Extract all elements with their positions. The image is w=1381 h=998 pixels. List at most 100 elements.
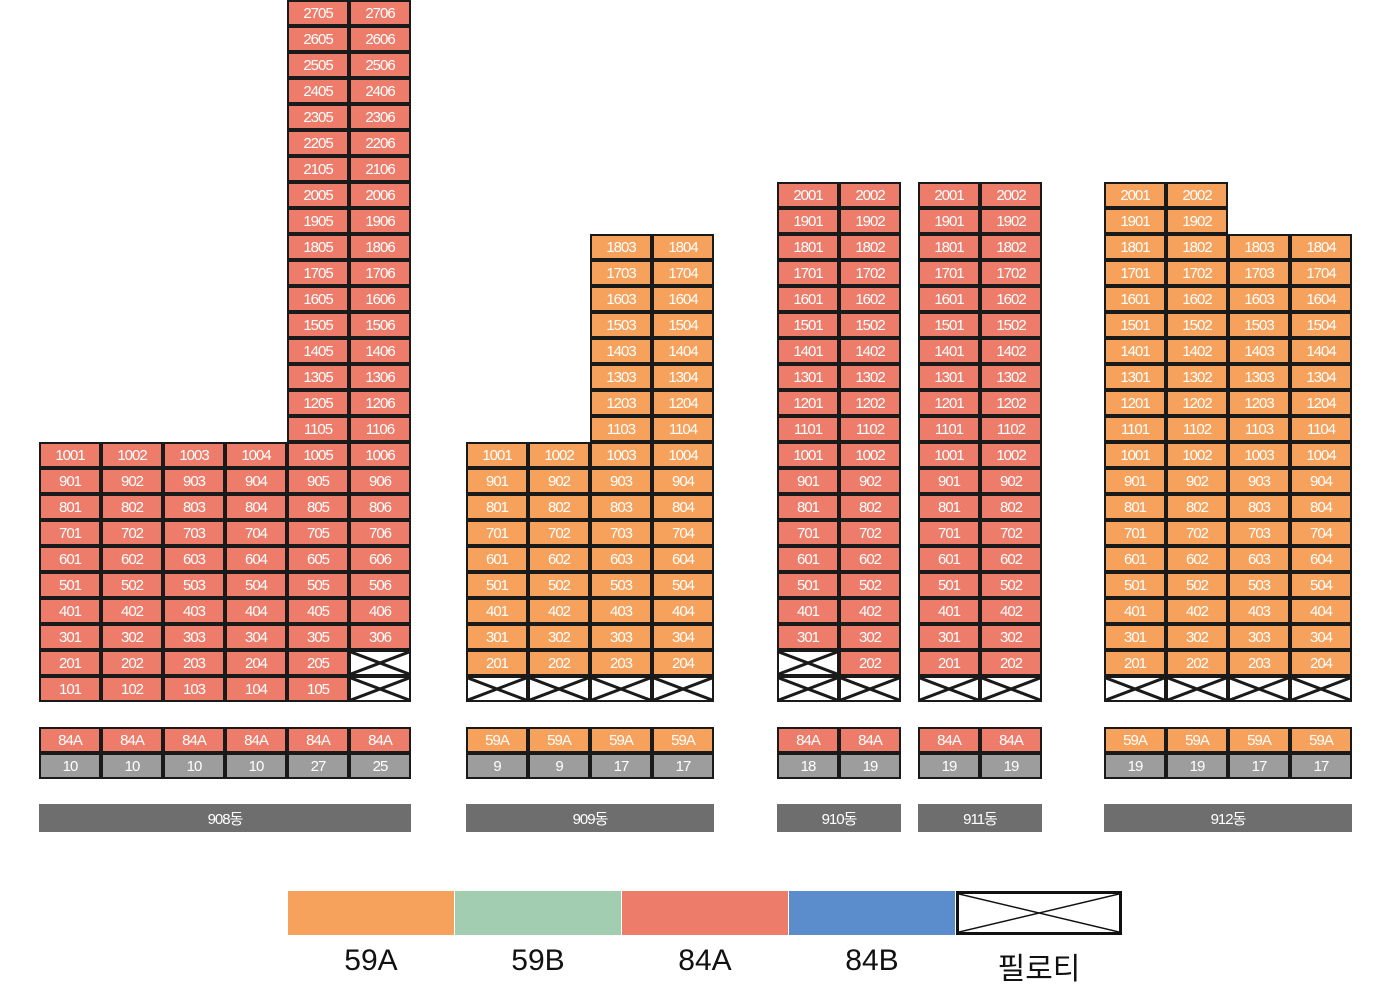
unit-cell: 2001 bbox=[777, 182, 839, 208]
unit-cell: 1201 bbox=[777, 390, 839, 416]
unit-cell: 803 bbox=[1228, 494, 1290, 520]
unit-type-cell: 84A bbox=[918, 727, 980, 753]
unit-count-cell: 17 bbox=[590, 753, 652, 779]
unit-cell: 902 bbox=[839, 468, 901, 494]
pilotis-cross-icon bbox=[779, 652, 837, 674]
unit-cell: 1804 bbox=[652, 234, 714, 260]
unit-type-cell: 59A bbox=[528, 727, 590, 753]
pilotis-cross-icon bbox=[1230, 678, 1288, 700]
unit-cell: 902 bbox=[1166, 468, 1228, 494]
unit-cell: 204 bbox=[652, 650, 714, 676]
unit-cell: 1403 bbox=[1228, 338, 1290, 364]
pilotis-cross-icon bbox=[468, 678, 526, 700]
unit-count-cell: 9 bbox=[528, 753, 590, 779]
unit-cell: 1003 bbox=[1228, 442, 1290, 468]
pilotis-cross-icon bbox=[982, 678, 1040, 700]
unit-cell: 1502 bbox=[980, 312, 1042, 338]
unit-cell: 2206 bbox=[349, 130, 411, 156]
unit-cell: 2706 bbox=[349, 0, 411, 26]
unit-cell: 1505 bbox=[287, 312, 349, 338]
unit-cell: 1104 bbox=[652, 416, 714, 442]
unit-cell: 1101 bbox=[918, 416, 980, 442]
unit-cell: 601 bbox=[466, 546, 528, 572]
unit-count-cell: 19 bbox=[980, 753, 1042, 779]
unit-cell: 1002 bbox=[980, 442, 1042, 468]
unit-cell: 1703 bbox=[1228, 260, 1290, 286]
unit-cell: 1105 bbox=[287, 416, 349, 442]
unit-cell: 602 bbox=[101, 546, 163, 572]
unit-cell: 1402 bbox=[839, 338, 901, 364]
unit-cell: 2002 bbox=[839, 182, 901, 208]
unit-cell: 304 bbox=[1290, 624, 1352, 650]
unit-cell: 1601 bbox=[1104, 286, 1166, 312]
unit-cell: 305 bbox=[287, 624, 349, 650]
legend-swatch-84A bbox=[622, 891, 788, 935]
pilotis-cell bbox=[1228, 676, 1290, 702]
unit-cell: 802 bbox=[1166, 494, 1228, 520]
building-label: 911동 bbox=[918, 804, 1042, 832]
unit-cell: 1701 bbox=[918, 260, 980, 286]
unit-cell: 801 bbox=[777, 494, 839, 520]
unit-cell: 301 bbox=[1104, 624, 1166, 650]
unit-cell: 1603 bbox=[1228, 286, 1290, 312]
unit-cell: 1701 bbox=[777, 260, 839, 286]
unit-count-cell: 9 bbox=[466, 753, 528, 779]
unit-cell: 202 bbox=[528, 650, 590, 676]
unit-cell: 1901 bbox=[918, 208, 980, 234]
unit-cell: 504 bbox=[225, 572, 287, 598]
unit-cell: 1001 bbox=[39, 442, 101, 468]
unit-cell: 1102 bbox=[839, 416, 901, 442]
unit-type-cell: 59A bbox=[1290, 727, 1352, 753]
unit-cell: 1801 bbox=[777, 234, 839, 260]
unit-cell: 1906 bbox=[349, 208, 411, 234]
unit-cell: 701 bbox=[777, 520, 839, 546]
unit-cell: 803 bbox=[590, 494, 652, 520]
pilotis-cell bbox=[466, 676, 528, 702]
unit-cell: 601 bbox=[39, 546, 101, 572]
unit-cell: 1901 bbox=[777, 208, 839, 234]
unit-cell: 603 bbox=[590, 546, 652, 572]
unit-cell: 501 bbox=[918, 572, 980, 598]
unit-cell: 2505 bbox=[287, 52, 349, 78]
unit-cell: 306 bbox=[349, 624, 411, 650]
pilotis-cross-icon bbox=[959, 894, 1119, 932]
unit-cell: 1703 bbox=[590, 260, 652, 286]
unit-cell: 1203 bbox=[590, 390, 652, 416]
unit-cell: 1803 bbox=[1228, 234, 1290, 260]
unit-cell: 1302 bbox=[839, 364, 901, 390]
pilotis-cell bbox=[839, 676, 901, 702]
pilotis-cross-icon bbox=[654, 678, 712, 700]
unit-cell: 401 bbox=[918, 598, 980, 624]
unit-cell: 1103 bbox=[1228, 416, 1290, 442]
pilotis-cell bbox=[528, 676, 590, 702]
unit-cell: 2001 bbox=[1104, 182, 1166, 208]
pilotis-cross-icon bbox=[351, 678, 409, 700]
unit-cell: 602 bbox=[980, 546, 1042, 572]
unit-type-cell: 59A bbox=[652, 727, 714, 753]
unit-cell: 1101 bbox=[1104, 416, 1166, 442]
unit-cell: 1301 bbox=[1104, 364, 1166, 390]
unit-cell: 402 bbox=[839, 598, 901, 624]
unit-cell: 901 bbox=[777, 468, 839, 494]
pilotis-cell bbox=[980, 676, 1042, 702]
unit-cell: 1203 bbox=[1228, 390, 1290, 416]
unit-cell: 203 bbox=[1228, 650, 1290, 676]
unit-cell: 902 bbox=[980, 468, 1042, 494]
unit-count-cell: 10 bbox=[225, 753, 287, 779]
pilotis-cell bbox=[777, 676, 839, 702]
unit-cell: 1401 bbox=[918, 338, 980, 364]
unit-cell: 501 bbox=[777, 572, 839, 598]
unit-cell: 1702 bbox=[839, 260, 901, 286]
unit-cell: 1303 bbox=[1228, 364, 1290, 390]
unit-cell: 105 bbox=[287, 676, 349, 702]
unit-cell: 2002 bbox=[980, 182, 1042, 208]
unit-cell: 1103 bbox=[590, 416, 652, 442]
unit-cell: 1001 bbox=[1104, 442, 1166, 468]
unit-cell: 605 bbox=[287, 546, 349, 572]
unit-cell: 1004 bbox=[225, 442, 287, 468]
pilotis-cell bbox=[652, 676, 714, 702]
unit-cell: 1305 bbox=[287, 364, 349, 390]
unit-cell: 1704 bbox=[652, 260, 714, 286]
unit-cell: 802 bbox=[528, 494, 590, 520]
